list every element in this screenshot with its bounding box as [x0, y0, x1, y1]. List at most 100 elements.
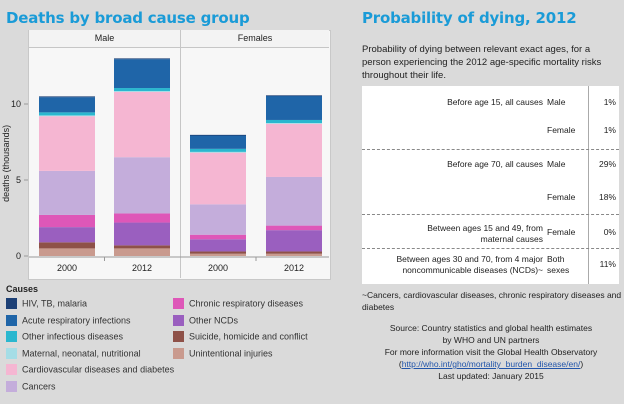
legend-item: Suicide, homicide and conflict	[173, 330, 308, 343]
bar-segment	[39, 227, 95, 243]
x-tick-label: 2012	[284, 263, 304, 273]
x-tick-label: 2000	[208, 263, 228, 273]
facet-divider	[180, 30, 181, 278]
row-sex: Male	[547, 159, 566, 169]
legend-swatch	[173, 314, 184, 326]
legend-label: Maternal, neonatal, nutritional	[22, 348, 141, 359]
bar-segment	[190, 239, 246, 252]
bar-segment	[266, 123, 322, 177]
stacked-bar-chart: 0 5 10 deaths (thousands) 2000 2012 2000 2012	[1, 58, 329, 273]
row-label: Before age 70, all causes	[447, 159, 543, 169]
bar-segment	[266, 95, 322, 120]
legend-swatch	[6, 298, 17, 310]
y-tick-label: 5	[16, 175, 21, 185]
bar-segment	[114, 222, 170, 246]
link-open-paren: (	[398, 359, 402, 369]
bar-segment	[190, 152, 246, 205]
bar-segment	[266, 230, 322, 252]
bar-segment	[39, 170, 95, 215]
bar-segment	[190, 135, 246, 149]
legend-label: Other infectious diseases	[22, 331, 124, 342]
link-line: (http://who.int/gho/mortality_burden_dis…	[360, 358, 622, 370]
bar-segment	[114, 248, 170, 256]
row-label: Between ages 30 and 70, from 4 major non…	[396, 254, 543, 275]
row-sex: Female	[547, 227, 576, 237]
bar-segment	[114, 59, 170, 89]
legend-swatch	[6, 331, 17, 343]
source-block: Source: Country statistics and global he…	[360, 322, 622, 382]
legend-label: Unintentional injuries	[189, 348, 273, 359]
bar-segment	[114, 245, 170, 249]
bar-segment	[114, 88, 170, 92]
x-tick-label: 2000	[57, 263, 77, 273]
row-value: 1%	[603, 97, 616, 107]
row-value: 11%	[599, 259, 616, 269]
probability-table: Before age 15, all causes Male 1% Female…	[362, 86, 619, 284]
bar-segment	[266, 251, 322, 254]
row-separator	[362, 149, 619, 150]
legend-swatch	[173, 298, 184, 310]
last-updated: Last updated: January 2015	[438, 371, 544, 381]
legend-swatch	[6, 314, 17, 326]
legend-label: HIV, TB, malaria	[22, 298, 88, 309]
source-line-2: by WHO and UN partners	[442, 335, 540, 345]
bar-segment	[266, 253, 322, 256]
row-value: 29%	[598, 159, 616, 169]
legend-label: Suicide, homicide and conflict	[189, 331, 308, 342]
bar-segment	[266, 95, 322, 97]
bar-segment	[190, 151, 246, 153]
row-sex: Female	[547, 192, 576, 202]
legend-label: Other NCDs	[189, 315, 239, 326]
legend-item: HIV, TB, malaria	[6, 297, 88, 310]
legend-item: Maternal, neonatal, nutritional	[6, 347, 141, 359]
bar-segment	[39, 116, 95, 171]
bar-segment	[190, 251, 246, 254]
bar-segment	[190, 204, 246, 235]
probability-description: Probability of dying between relevant ex…	[362, 44, 602, 81]
row-label: Between ages 15 and 49, from maternal ca…	[427, 223, 543, 244]
legend-label: Cardiovascular diseases and diabetes	[22, 364, 175, 375]
bar-segment	[114, 91, 170, 92]
gho-link[interactable]: http://who.int/gho/mortality_burden_dise…	[401, 359, 581, 369]
row-sex: Female	[547, 125, 576, 135]
legend-swatch	[6, 347, 17, 359]
legend-label: Chronic respiratory diseases	[189, 298, 304, 309]
row-separator	[362, 248, 619, 249]
row-value: 18%	[598, 192, 616, 202]
legend-swatch	[6, 380, 17, 392]
bar-segment	[114, 58, 170, 60]
legend-item: Other NCDs	[173, 314, 238, 326]
legend-item: Cancers	[6, 380, 56, 392]
bar-segment	[266, 225, 322, 231]
row-value: 0%	[603, 227, 616, 237]
bar-segment	[266, 123, 322, 124]
bar-segment	[39, 115, 95, 117]
row-value: 1%	[603, 125, 616, 135]
more-info: For more information visit the Global He…	[384, 347, 598, 357]
row-sex: Both sexes	[547, 254, 570, 275]
legend-item: Chronic respiratory diseases	[173, 297, 304, 310]
legend-item: Acute respiratory infections	[6, 314, 131, 326]
row-label: Before age 15, all causes	[447, 97, 543, 107]
row-sex: Male	[547, 97, 566, 107]
legend-item: Cardiovascular diseases and diabetes	[6, 363, 175, 376]
y-tick-label: 10	[11, 99, 21, 109]
bar-segment	[266, 176, 322, 226]
bar-segment	[190, 148, 246, 152]
bar-segment	[39, 248, 95, 256]
bar-segment	[190, 253, 246, 256]
bar-segment	[190, 234, 246, 240]
bar-segment	[39, 214, 95, 228]
footnote: ~Cancers, cardiovascular diseases, chron…	[362, 290, 622, 312]
source-line-1: Source: Country statistics and global he…	[389, 323, 593, 333]
legend-label: Cancers	[22, 381, 56, 392]
chart-title: Deaths by broad cause group	[6, 9, 250, 27]
bar-segment	[114, 157, 170, 214]
bar-segment	[39, 96, 95, 98]
column-divider	[588, 86, 589, 284]
facet-header-females: Females	[181, 30, 329, 48]
y-tick-label: 0	[16, 251, 21, 261]
bar-segment	[39, 112, 95, 116]
bar-segment	[39, 242, 95, 249]
bar-segment	[114, 213, 170, 223]
